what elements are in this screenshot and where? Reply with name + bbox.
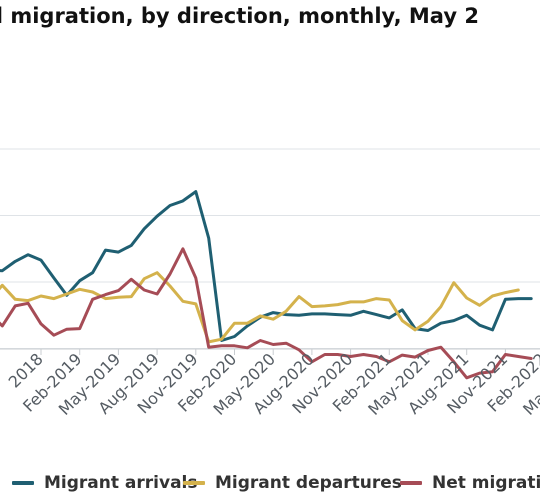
legend-swatch bbox=[400, 481, 422, 485]
legend-item-net-migration[interactable]: Net migration bbox=[400, 473, 540, 493]
legend-item-migrant-arrivals[interactable]: Migrant arrivals bbox=[12, 473, 197, 493]
legend-label: Net migration bbox=[432, 473, 540, 493]
x-axis bbox=[0, 348, 540, 355]
legend-swatch bbox=[12, 481, 34, 485]
x-tick-labels: 2018Feb-2019May-2019Aug-2019Nov-2019Feb-… bbox=[5, 349, 540, 419]
legend-label: Migrant arrivals bbox=[44, 473, 198, 493]
line-chart: 2018Feb-2019May-2019Aug-2019Nov-2019Feb-… bbox=[0, 148, 540, 419]
legend-swatch bbox=[183, 481, 205, 485]
chart-title: d migration, by direction, monthly, May … bbox=[0, 4, 479, 28]
series-lines bbox=[0, 190, 533, 380]
legend-item-migrant-departures[interactable]: Migrant departures bbox=[183, 473, 402, 493]
series-line-migrant-departures[interactable] bbox=[0, 271, 520, 344]
legend-label: Migrant departures bbox=[215, 473, 402, 493]
series-line-net-migration[interactable] bbox=[0, 247, 533, 380]
